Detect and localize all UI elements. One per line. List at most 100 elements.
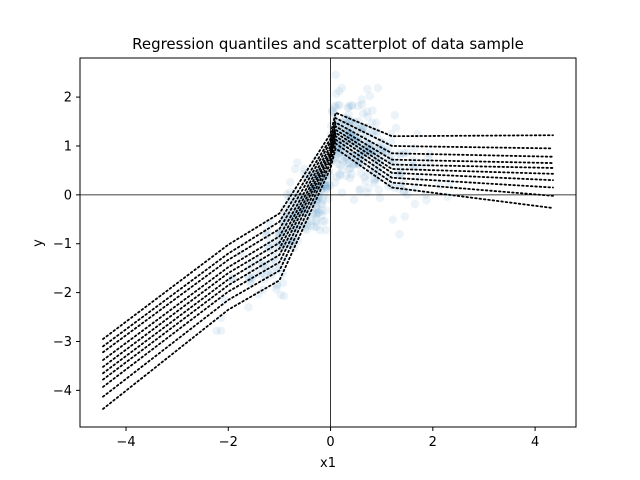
scatter-point — [287, 194, 296, 203]
scatter-point — [265, 258, 274, 268]
scatter-point — [369, 176, 379, 185]
y-tick-label: 2 — [64, 91, 72, 106]
scatter-point — [371, 118, 381, 128]
scatter-point — [323, 184, 332, 194]
scatter-point — [324, 194, 333, 204]
scatter-point — [342, 158, 352, 168]
scatter-point — [337, 83, 347, 93]
scatter-point — [395, 170, 405, 180]
scatter-point — [368, 106, 377, 115]
scatter-point — [348, 141, 358, 150]
scatter-point — [376, 144, 386, 154]
scatter-point — [356, 184, 365, 194]
scatter-point — [417, 161, 427, 171]
x-tick-label: −4 — [116, 435, 135, 450]
scatter-point — [363, 183, 373, 193]
y-tick-label: 1 — [64, 139, 72, 154]
scatter-point — [332, 172, 342, 182]
scatter-point — [350, 151, 359, 160]
scatter-point — [373, 153, 383, 162]
scatter-point — [350, 159, 360, 169]
scatter-point — [274, 240, 284, 250]
scatter-point — [333, 159, 342, 169]
scatter-point — [284, 212, 294, 221]
scatter-point — [331, 89, 341, 99]
scatter-point — [275, 263, 284, 273]
scatter-point — [353, 101, 363, 111]
scatter-point — [212, 326, 221, 336]
scatter-point — [334, 86, 344, 96]
quantile-line-q5 — [102, 131, 554, 375]
scatter-point — [285, 177, 295, 187]
scatter-point — [321, 225, 331, 235]
scatter-point — [360, 152, 369, 162]
scatter-point — [353, 136, 362, 146]
scatter-point — [333, 101, 343, 110]
scatter-point — [362, 107, 372, 116]
scatter-point — [319, 191, 329, 200]
scatter-point — [216, 326, 226, 336]
scatter-point — [331, 70, 341, 80]
scatter-point — [271, 262, 281, 272]
scatter-point — [410, 143, 419, 153]
scatter-point — [413, 129, 422, 139]
scatter-point — [338, 157, 348, 166]
scatter-point — [357, 100, 367, 109]
scatter-point — [344, 159, 354, 168]
chart-title: Regression quantiles and scatterplot of … — [132, 35, 524, 53]
scatter-point — [306, 216, 316, 226]
scatter-point — [361, 176, 370, 186]
scatter-point — [343, 126, 352, 136]
scatter-point — [299, 164, 309, 174]
scatter-point — [244, 265, 254, 274]
scatter-point — [335, 171, 345, 180]
scatter-point — [337, 165, 347, 175]
scatter-point — [425, 149, 434, 159]
scatter-point — [317, 199, 327, 209]
scatter-point — [375, 162, 385, 171]
scatter-point — [363, 84, 372, 94]
scatter-point — [402, 148, 411, 157]
quantile-line-q3 — [102, 138, 554, 388]
scatter-point — [344, 102, 354, 111]
scatter-point — [302, 225, 312, 235]
y-tick-label: −3 — [53, 335, 72, 350]
scatter-point — [261, 230, 270, 240]
x-tick-label: 0 — [326, 435, 334, 450]
scatter-point — [343, 134, 353, 144]
quantile-lines — [102, 111, 554, 410]
scatter-point — [365, 91, 375, 101]
scatter-point — [388, 215, 398, 224]
scatter-point — [313, 208, 323, 218]
scatter-point — [347, 170, 356, 179]
scatter-point — [335, 100, 344, 110]
scatter-point — [330, 103, 340, 112]
scatter-point — [365, 139, 374, 149]
scatter-point — [346, 163, 355, 173]
scatter-point — [293, 158, 302, 167]
scatter-point — [347, 101, 357, 111]
scatter-point — [340, 152, 350, 162]
scatter-point — [312, 222, 322, 231]
scatter-point — [329, 109, 339, 118]
scatter-point — [336, 154, 346, 163]
scatter-point — [272, 279, 282, 289]
scatter-point — [366, 148, 375, 158]
scatter-point — [344, 164, 354, 174]
reference-lines — [80, 58, 576, 427]
scatter-point — [271, 285, 281, 294]
scatter-point — [318, 216, 328, 226]
scatter-point — [354, 186, 364, 195]
scatter-point — [337, 145, 347, 155]
scatter-point — [336, 161, 345, 170]
scatter-point — [394, 184, 404, 194]
scatter-point — [262, 230, 272, 239]
scatter-point — [278, 210, 288, 219]
scatter-point — [311, 209, 321, 219]
scatter-point — [330, 101, 340, 110]
scatter-point — [317, 210, 327, 220]
quantile-line-q1 — [102, 146, 554, 410]
scatter-point — [311, 217, 321, 226]
